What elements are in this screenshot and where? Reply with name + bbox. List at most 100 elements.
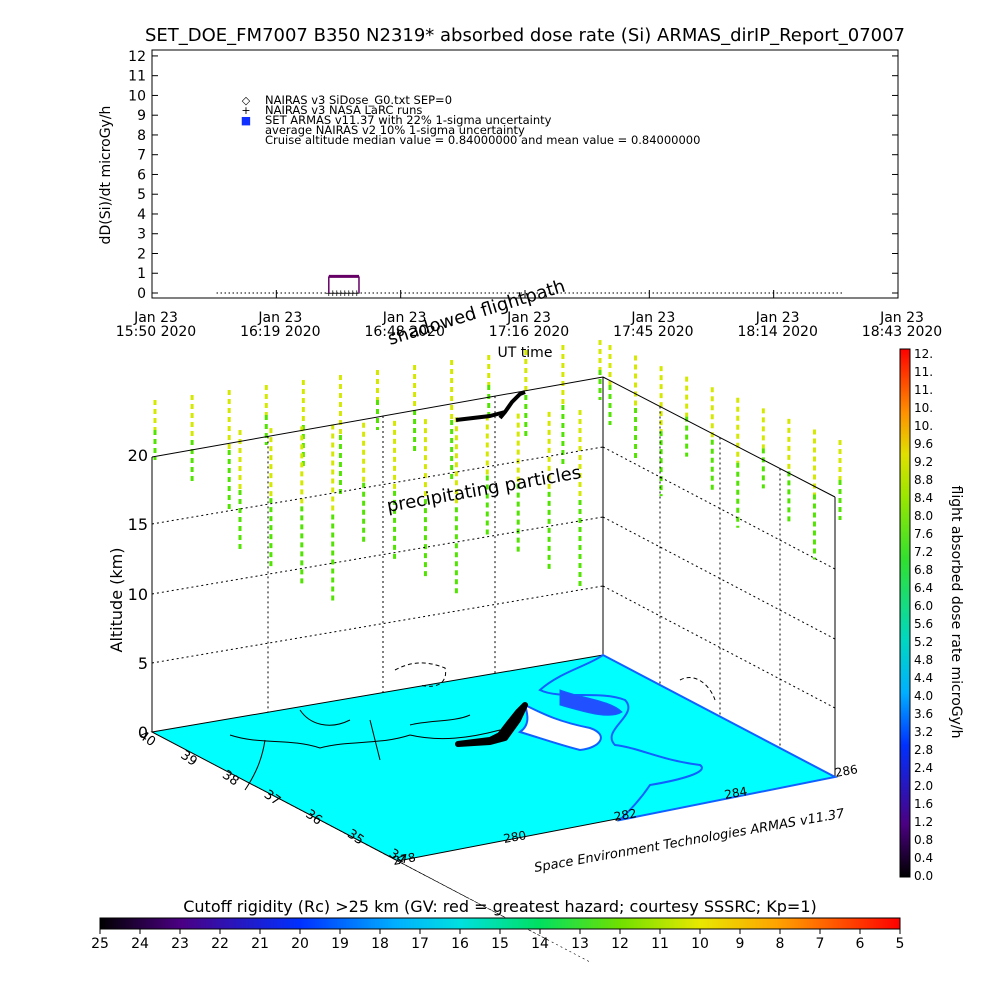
top-x-tick-date: Jan 23 [506, 310, 551, 326]
dose-colorbar-tick-label: 1.6 [914, 797, 933, 811]
dose-colorbar-tick-label: 4.8 [914, 653, 933, 667]
top-x-tick-date: Jan 23 [257, 310, 302, 326]
coast-inlet [559, 689, 623, 716]
rigidity-bar-ticks: 25 24 23 22 21 20 19 18 17 16 15 14 13 12 11 10 9 8 7 6 5 [91, 929, 904, 952]
nairas-larc-marker: + [353, 289, 361, 299]
dose-colorbar-tick-label: 11. [914, 383, 933, 397]
rigidity-tick-label: 11 [651, 936, 669, 952]
top-y-tick-label: 1 [137, 266, 146, 282]
flight-track [455, 390, 526, 422]
dose-colorbar-tick-label: 4.4 [914, 671, 933, 685]
top-x-tick-date: Jan 23 [382, 310, 427, 326]
dose-colorbar-tick-label: 3.6 [914, 707, 933, 721]
rigidity-tick-label: 15 [491, 936, 509, 952]
rigidity-tick-label: 22 [211, 936, 229, 952]
dose-colorbar-tick-label: 4.0 [914, 689, 933, 703]
rigidity-tick-label: 6 [856, 936, 865, 952]
top-y-tick-label: 0 [137, 286, 146, 302]
scene-frame [151, 376, 836, 777]
precipitating-particle-columns [153, 340, 842, 605]
dose-colorbar-tick-label: 7.2 [914, 545, 933, 559]
dose-colorbar-tick-label: 8.0 [914, 509, 933, 523]
grid-line-altitude [602, 446, 836, 570]
grid-line-altitude [151, 446, 604, 525]
altitude-tick-label: 5 [138, 654, 148, 673]
dose-colorbar: 0.0 0.4 0.8 1.2 1.6 2.0 2.4 2.8 3.2 3.6 4.0 4.4 4.8 5… [899, 347, 964, 883]
flight-3d-scene: shadowed flightpath precipitating partic… [107, 276, 859, 962]
legend-symbol: ◇ [242, 94, 251, 107]
map-outline-dashed [394, 662, 716, 701]
rigidity-tick-label: 8 [776, 936, 785, 952]
altitude-tick-label: 10 [128, 585, 148, 604]
grid-line-altitude [602, 585, 836, 709]
rigidity-tick-label: 7 [816, 936, 825, 952]
dose-colorbar-tick-label: 10. [914, 401, 933, 415]
grid-line-altitude [151, 516, 604, 595]
top-y-tick-label: 11 [128, 69, 146, 85]
nairas-larc-marker: + [333, 289, 341, 299]
dose-colorbar-tick-label: 7.6 [914, 527, 933, 541]
top-plot-frame [151, 49, 899, 299]
dose-colorbar-tick-label: 0.8 [914, 833, 933, 847]
rigidity-bar: Cutoff rigidity (Rc) >25 km (GV: red = g… [91, 897, 904, 952]
dose-colorbar-tick-label: 10. [914, 419, 933, 433]
rigidity-tick-label: 21 [251, 936, 269, 952]
coastline [538, 653, 838, 822]
dose-colorbar-tick-label: 2.4 [914, 761, 933, 775]
nairas-larc-marker: + [349, 289, 357, 299]
dose-colorbar-tick-label: 8.8 [914, 473, 933, 487]
dose-colorbar-tick-label: 6.0 [914, 599, 933, 613]
top-x-tick-time: 15:50 2020 [116, 324, 196, 340]
rigidity-tick-label: 10 [691, 936, 709, 952]
altitude-ticks: 0 5 10 15 20 [128, 446, 148, 742]
rigidity-tick-label: 18 [371, 936, 389, 952]
flightpath-shadow [455, 702, 528, 747]
altitude-tick-label: 20 [128, 446, 148, 465]
rigidity-tick-label: 5 [896, 936, 905, 952]
longitude-tick-label: 280 [502, 828, 527, 846]
dose-colorbar-label: flight absorbed dose rate microGy/h [948, 486, 964, 739]
grid-line-floor [356, 839, 590, 962]
nairas-larc-marker: + [345, 289, 353, 299]
dose-colorbar-tick-label: 8.4 [914, 491, 933, 505]
nairas-larc-marker: + [325, 289, 333, 299]
rigidity-tick-label: 20 [291, 936, 309, 952]
longitude-ticks: 278 280 282 284 286 [392, 762, 859, 868]
precipitating-particles-label: precipitating particles [385, 462, 582, 517]
longitude-tick-label: 278 [392, 850, 417, 868]
rigidity-tick-label: 9 [736, 936, 745, 952]
top-y-tick-label: 3 [137, 227, 146, 243]
top-x-tick-time: 18:14 2020 [737, 324, 817, 340]
dose-colorbar-tick-label: 2.0 [914, 779, 933, 793]
dose-colorbar-ticks: 0.0 0.4 0.8 1.2 1.6 2.0 2.4 2.8 3.2 3.6 4.0 4.4 4.8 5… [914, 347, 933, 883]
rigidity-tick-label: 24 [131, 936, 149, 952]
legend-entry: NAIRAS v3 SiDose_G0.txt SEP=0 [265, 93, 452, 107]
rigidity-tick-label: 25 [91, 936, 109, 952]
top-y-tick-label: 8 [137, 128, 146, 144]
dose-colorbar-tick-label: 1.2 [914, 815, 933, 829]
dose-colorbar-tick-label: 0.0 [914, 869, 933, 883]
top-x-tick-time: 16:48 2020 [364, 324, 444, 340]
top-series: ++++++++ [216, 274, 842, 299]
dose-colorbar-tick-label: 5.2 [914, 635, 933, 649]
rigidity-tick-label: 14 [531, 936, 549, 952]
dose-colorbar-tick-label: 0.4 [914, 851, 933, 865]
dose-colorbar-tick-label: 11. [914, 365, 933, 379]
rigidity-tick-label: 12 [611, 936, 629, 952]
rigidity-bar-title: Cutoff rigidity (Rc) >25 km (GV: red = g… [183, 897, 817, 916]
legend-symbol: + [241, 104, 250, 117]
longitude-tick-label: 284 [723, 784, 748, 802]
top-y-axis-label: dD(Si)/dt microGy/h [98, 106, 114, 245]
top-legend: ◇ NAIRAS v3 SiDose_G0.txt SEP=0 + NAIRAS v3… [241, 93, 701, 147]
dose-colorbar-tick-label: 6.4 [914, 581, 933, 595]
legend-entry: average NAIRAS v2 10% 1-sigma uncertaint… [265, 123, 525, 137]
rigidity-tick-label: 23 [171, 936, 189, 952]
top-x-tick-date: Jan 23 [133, 310, 178, 326]
nairas-larc-marker: + [337, 289, 345, 299]
top-y-tick-label: 12 [128, 49, 146, 65]
grid-line-altitude [151, 585, 604, 664]
top-y-tick-label: 10 [128, 88, 146, 104]
top-y-tick-label: 7 [137, 148, 146, 164]
